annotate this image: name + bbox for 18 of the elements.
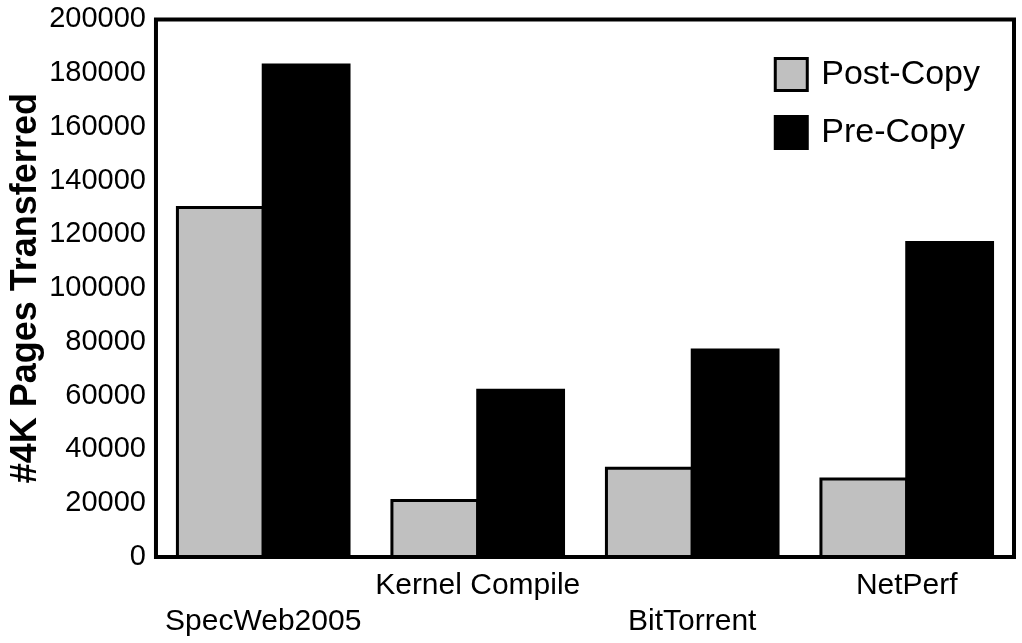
y-tick-label: 20000 <box>65 485 146 518</box>
y-tick-label: 0 <box>129 539 146 571</box>
x-tick-label: NetPerf <box>855 567 959 601</box>
y-tick-label: 60000 <box>65 377 146 410</box>
legend-label: Post-Copy <box>821 52 981 91</box>
y-tick-label: 40000 <box>65 431 146 464</box>
x-tick-label: BitTorrent <box>628 603 758 637</box>
x-tick-label: Kernel Compile <box>375 567 581 601</box>
y-tick-label: 100000 <box>49 270 146 303</box>
y-tick-label: 180000 <box>49 55 146 88</box>
x-tick-label: SpecWeb2005 <box>165 603 362 637</box>
y-tick-label: 80000 <box>65 323 146 356</box>
y-tick-label: 120000 <box>49 216 146 249</box>
legend-label: Pre-Copy <box>821 110 965 149</box>
y-tick-label: 160000 <box>49 108 146 141</box>
y-tick-label: 140000 <box>49 162 146 195</box>
y-axis-title: #4K Pages Transferred <box>2 93 44 484</box>
y-tick-label: 200000 <box>49 1 146 34</box>
